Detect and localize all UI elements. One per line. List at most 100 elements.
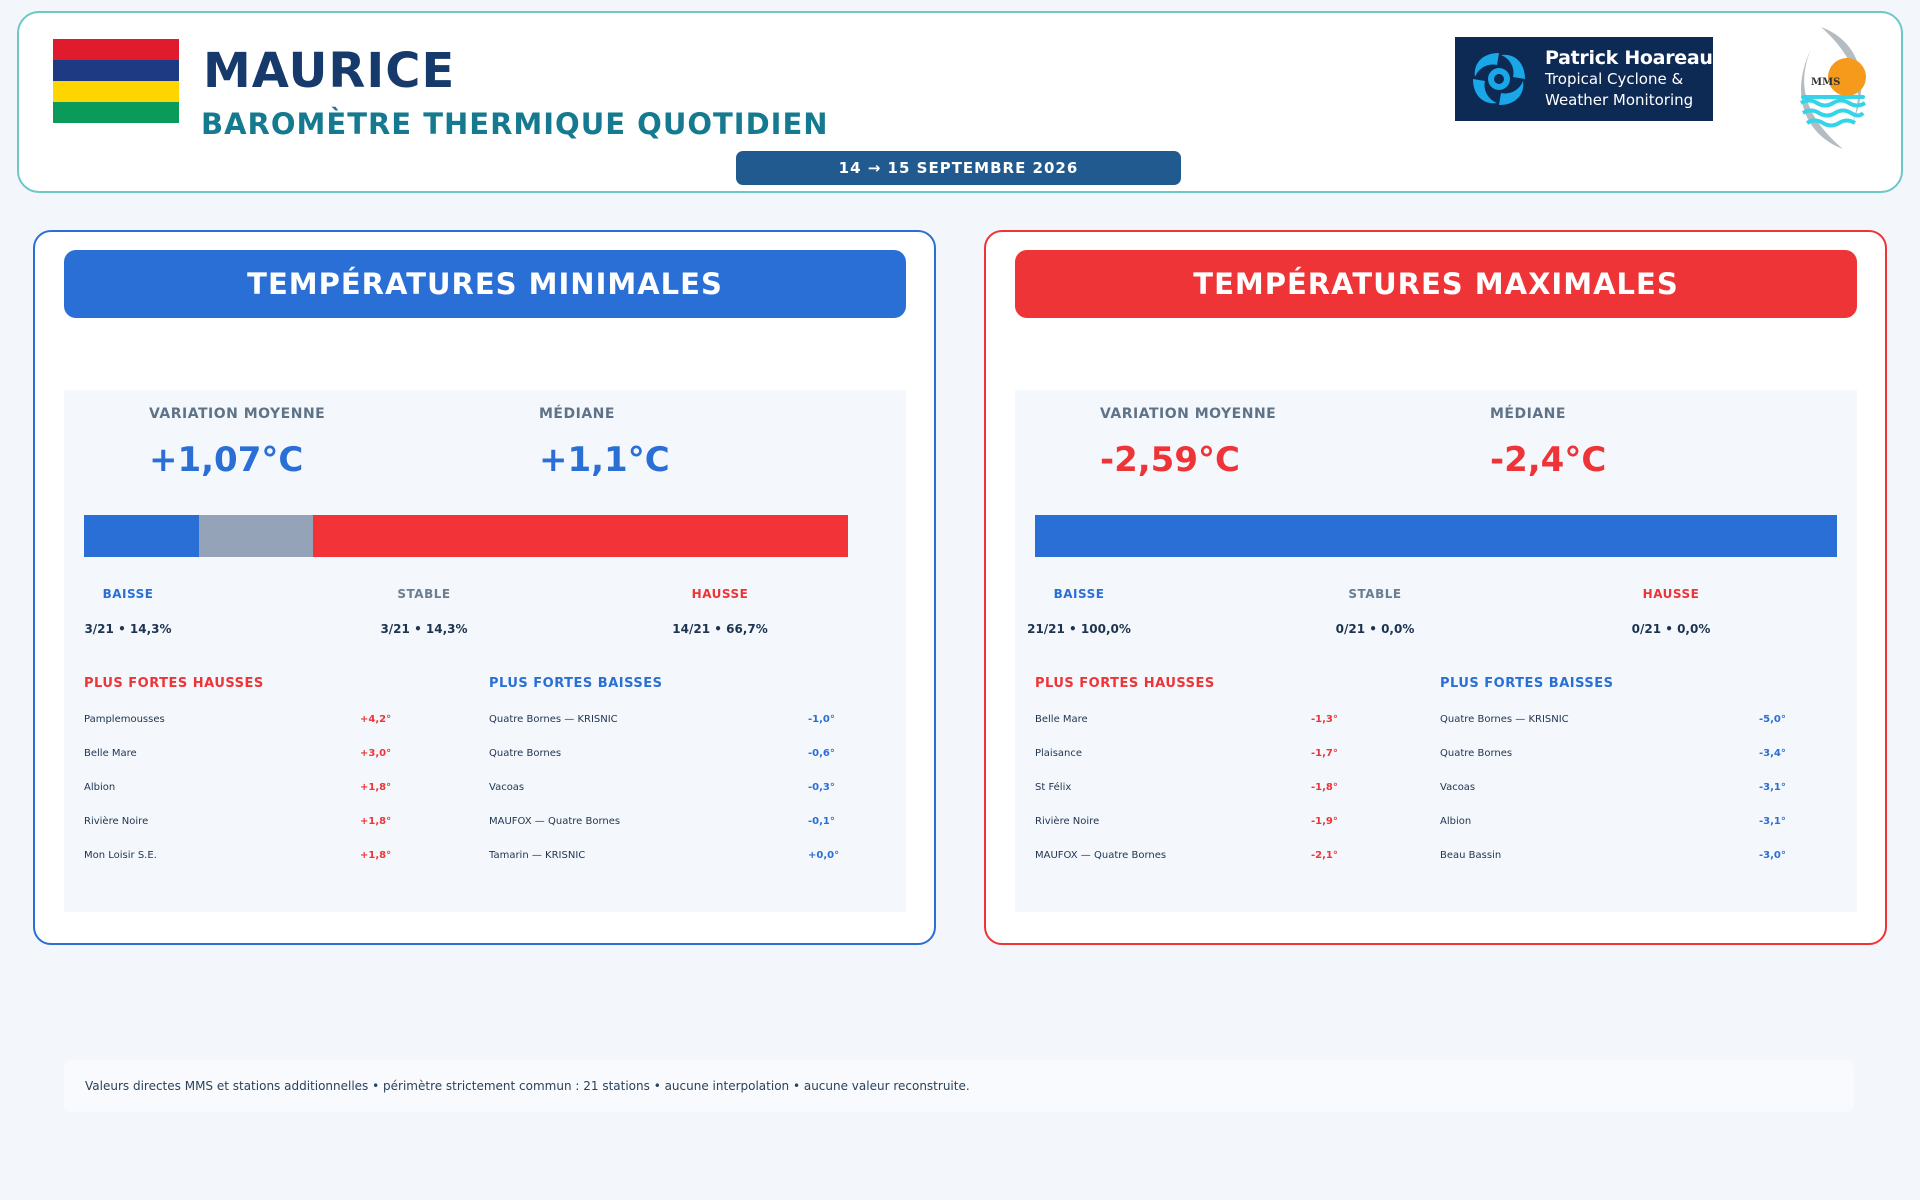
list-item: Belle Mare -1,3° xyxy=(1035,714,1345,748)
list-item: MAUFOX — Quatre Bornes -2,1° xyxy=(1035,850,1345,884)
brand-logo: Patrick Hoareau Tropical Cyclone & Weath… xyxy=(1455,37,1713,121)
cyclone-icon xyxy=(1473,53,1525,105)
station-name: Quatre Bornes — KRISNIC xyxy=(1440,714,1569,725)
bar-segment-up xyxy=(313,515,848,557)
list-item: Vacoas -0,3° xyxy=(489,782,869,816)
station-name: Beau Bassin xyxy=(1440,850,1502,861)
station-delta: -3,1° xyxy=(1759,816,1786,827)
panel-max-title: TEMPÉRATURES MAXIMALES xyxy=(1015,250,1857,318)
station-name: Belle Mare xyxy=(84,748,137,759)
max-median-value: -2,4°C xyxy=(1490,440,1607,480)
station-name: MAUFOX — Quatre Bornes xyxy=(489,816,621,827)
station-delta: -3,4° xyxy=(1759,748,1786,759)
max-avg-label: VARIATION MOYENNE xyxy=(1100,406,1277,422)
mms-logo-text: MMS xyxy=(1811,77,1840,88)
station-name: Vacoas xyxy=(489,782,525,793)
list-item: Mon Loisir S.E. +1,8° xyxy=(84,850,394,884)
station-name: MAUFOX — Quatre Bornes xyxy=(1035,850,1167,861)
list-item: Quatre Bornes — KRISNIC -1,0° xyxy=(489,714,869,748)
min-falls-title: PLUS FORTES BAISSES xyxy=(489,676,663,691)
brand-name: Patrick Hoareau xyxy=(1545,47,1713,69)
station-name: Quatre Bornes — KRISNIC xyxy=(489,714,618,725)
station-delta: +1,8° xyxy=(360,816,392,827)
brand-line-1: Tropical Cyclone & xyxy=(1545,70,1684,88)
max-up-count: 0/21 • 0,0% xyxy=(1631,622,1711,636)
station-name: Albion xyxy=(84,782,116,793)
list-item: Albion -3,1° xyxy=(1440,816,1820,850)
station-name: Albion xyxy=(1440,816,1472,827)
max-down-count: 21/21 • 100,0% xyxy=(1027,622,1131,636)
flag-stripe-green xyxy=(53,102,179,123)
station-delta: -2,1° xyxy=(1311,850,1338,861)
max-falls-list: Quatre Bornes — KRISNIC -5,0° Quatre Born… xyxy=(1440,714,1820,884)
min-stable-label: STABLE xyxy=(397,587,451,601)
panel-max-temperatures: TEMPÉRATURES MAXIMALES VARIATION MOYENNE… xyxy=(984,230,1887,945)
station-name: Quatre Bornes xyxy=(1440,748,1513,759)
min-avg-label: VARIATION MOYENNE xyxy=(149,406,326,422)
header: MAURICE BAROMÈTRE THERMIQUE QUOTIDIEN 14… xyxy=(17,11,1903,193)
max-down-label: BAISSE xyxy=(1053,587,1105,601)
list-item: Albion +1,8° xyxy=(84,782,394,816)
min-falls-list: Quatre Bornes — KRISNIC -1,0° Quatre Born… xyxy=(489,714,869,884)
station-name: Tamarin — KRISNIC xyxy=(489,850,586,861)
min-down-label: BAISSE xyxy=(102,587,154,601)
min-down-count: 3/21 • 14,3% xyxy=(84,622,172,636)
panel-max-body: VARIATION MOYENNE -2,59°C MÉDIANE -2,4°C… xyxy=(1015,390,1857,912)
flag-stripe-red xyxy=(53,39,179,60)
min-rises-title: PLUS FORTES HAUSSES xyxy=(84,676,264,691)
station-delta: -1,0° xyxy=(808,714,835,725)
station-name: Rivière Noire xyxy=(84,816,149,827)
mauritius-flag xyxy=(53,39,179,123)
min-up-count: 14/21 • 66,7% xyxy=(672,622,768,636)
max-falls-title: PLUS FORTES BAISSES xyxy=(1440,676,1614,691)
flag-stripe-yellow xyxy=(53,81,179,102)
station-delta: +0,0° xyxy=(808,850,840,861)
brand-line-2: Weather Monitoring xyxy=(1545,91,1694,109)
station-delta: -0,3° xyxy=(808,782,835,793)
bar-segment-stable xyxy=(198,515,314,557)
list-item: Beau Bassin -3,0° xyxy=(1440,850,1820,884)
min-distribution-bar xyxy=(84,515,886,557)
page-title: MAURICE xyxy=(203,43,456,99)
station-delta: -1,8° xyxy=(1311,782,1338,793)
list-item: Vacoas -3,1° xyxy=(1440,782,1820,816)
station-name: St Félix xyxy=(1035,782,1072,793)
max-distribution-bar xyxy=(1035,515,1837,557)
min-up-label: HAUSSE xyxy=(691,587,749,601)
list-item: Rivière Noire +1,8° xyxy=(84,816,394,850)
max-avg-value: -2,59°C xyxy=(1100,440,1240,480)
station-name: Quatre Bornes xyxy=(489,748,562,759)
list-item: Quatre Bornes -0,6° xyxy=(489,748,869,782)
min-rises-list: Pamplemousses +4,2° Belle Mare +3,0° Albio… xyxy=(84,714,394,884)
panel-min-body: VARIATION MOYENNE +1,07°C MÉDIANE +1,1°C… xyxy=(64,390,906,912)
min-stable-count: 3/21 • 14,3% xyxy=(380,622,468,636)
station-delta: +1,8° xyxy=(360,782,392,793)
max-rises-list: Belle Mare -1,3° Plaisance -1,7° St Félix -… xyxy=(1035,714,1345,884)
station-delta: +1,8° xyxy=(360,850,392,861)
flag-stripe-blue xyxy=(53,60,179,81)
station-delta: -3,1° xyxy=(1759,782,1786,793)
list-item: Rivière Noire -1,9° xyxy=(1035,816,1345,850)
list-item: Plaisance -1,7° xyxy=(1035,748,1345,782)
list-item: Tamarin — KRISNIC +0,0° xyxy=(489,850,869,884)
station-delta: -1,3° xyxy=(1311,714,1338,725)
max-rises-title: PLUS FORTES HAUSSES xyxy=(1035,676,1215,691)
min-median-value: +1,1°C xyxy=(539,440,670,480)
list-item: Quatre Bornes — KRISNIC -5,0° xyxy=(1440,714,1820,748)
station-name: Pamplemousses xyxy=(84,714,165,725)
list-item: Pamplemousses +4,2° xyxy=(84,714,394,748)
station-name: Belle Mare xyxy=(1035,714,1088,725)
page-subtitle: BAROMÈTRE THERMIQUE QUOTIDIEN xyxy=(201,107,829,141)
list-item: Quatre Bornes -3,4° xyxy=(1440,748,1820,782)
station-name: Plaisance xyxy=(1035,748,1083,759)
mms-logo: MMS xyxy=(1799,27,1867,149)
max-stable-label: STABLE xyxy=(1348,587,1402,601)
panel-min-temperatures: TEMPÉRATURES MINIMALES VARIATION MOYENNE… xyxy=(33,230,936,945)
list-item: St Félix -1,8° xyxy=(1035,782,1345,816)
max-stable-count: 0/21 • 0,0% xyxy=(1335,622,1415,636)
date-range-badge: 14 → 15 SEPTEMBRE 2026 xyxy=(736,151,1181,185)
panel-min-title: TEMPÉRATURES MINIMALES xyxy=(64,250,906,318)
min-avg-value: +1,07°C xyxy=(149,440,304,480)
station-delta: -5,0° xyxy=(1759,714,1786,725)
station-delta: +4,2° xyxy=(360,714,392,725)
